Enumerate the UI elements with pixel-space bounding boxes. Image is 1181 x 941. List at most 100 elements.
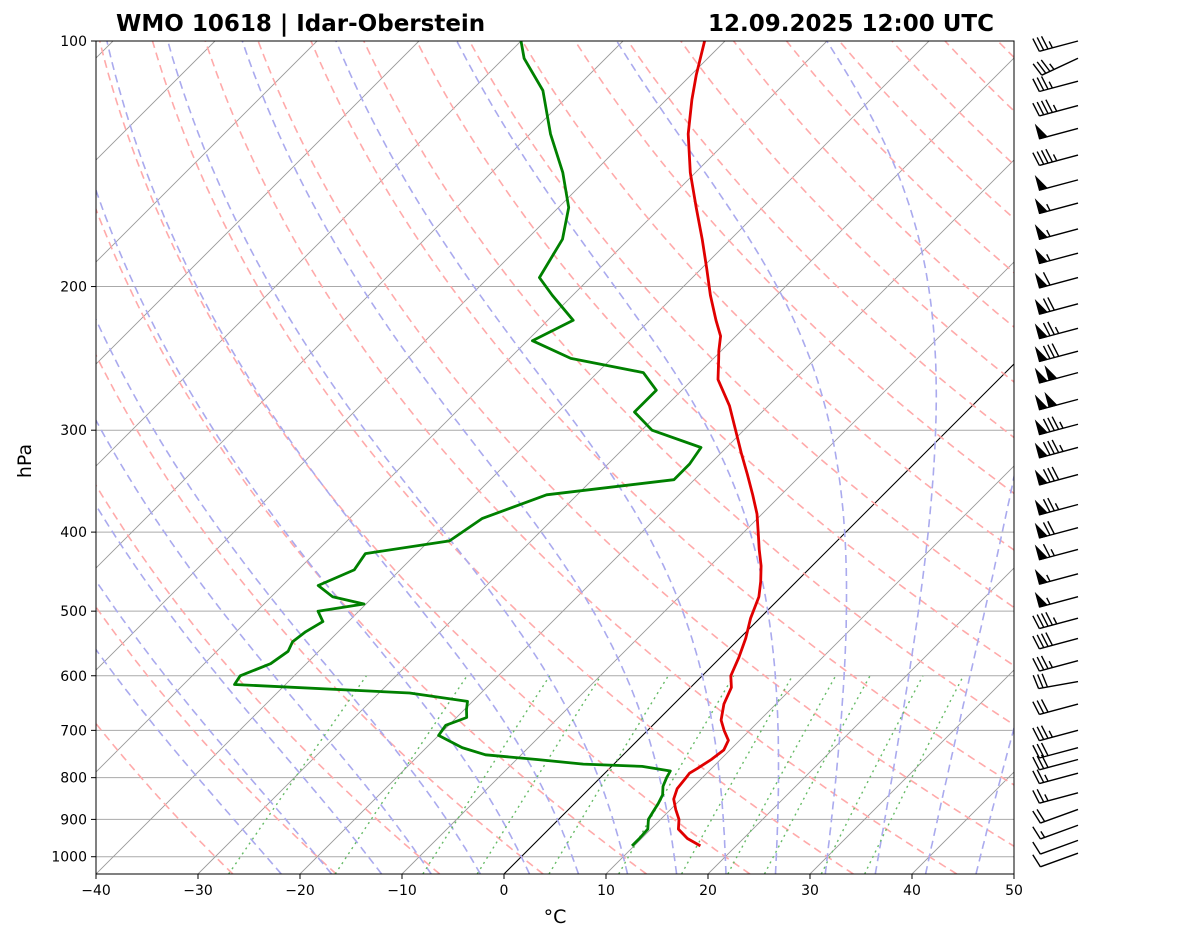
dry-adiabat bbox=[151, 41, 854, 874]
barb-feather bbox=[1036, 61, 1047, 74]
wind-barb bbox=[1034, 224, 1079, 241]
y-tick-label: 300 bbox=[60, 423, 87, 439]
wind-barb bbox=[1032, 57, 1079, 76]
axis-ticks: −40 −30 −20 −10 0 10 20 30 40 50 100 200 300 400 500 60… bbox=[51, 34, 1023, 899]
barb-flag bbox=[1034, 198, 1049, 215]
barb-half-feather bbox=[1048, 660, 1054, 668]
dry-adiabat bbox=[415, 41, 1014, 667]
barb-shaft bbox=[1040, 839, 1079, 855]
barb-half-feather bbox=[1052, 154, 1058, 162]
barb-feather bbox=[1051, 466, 1060, 481]
barb-feather bbox=[1032, 635, 1040, 650]
wind-barb bbox=[1034, 321, 1079, 340]
barb-flag bbox=[1044, 365, 1058, 381]
barb-shaft bbox=[1040, 824, 1079, 840]
barb-feather bbox=[1036, 743, 1045, 758]
barb-feather bbox=[1036, 37, 1045, 51]
barb-feather bbox=[1036, 614, 1045, 628]
barb-feather bbox=[1042, 322, 1051, 337]
wind-barb bbox=[1032, 839, 1079, 855]
barb-feather bbox=[1045, 611, 1054, 626]
barb-feather bbox=[1036, 151, 1045, 165]
wind-barb bbox=[1032, 788, 1079, 804]
barb-half-feather bbox=[1059, 421, 1064, 429]
barb-feather bbox=[1032, 756, 1040, 771]
wind-barb bbox=[1034, 272, 1079, 289]
barb-flag bbox=[1034, 123, 1049, 140]
wind-barb bbox=[1034, 591, 1079, 608]
barb-feather bbox=[1047, 440, 1055, 455]
wind-barb bbox=[1034, 439, 1079, 459]
barb-feather bbox=[1036, 700, 1045, 714]
moist-adiabat bbox=[96, 579, 333, 874]
barb-feather bbox=[1032, 102, 1040, 117]
barb-half-feather bbox=[1048, 730, 1054, 738]
title-station: WMO 10618 | Idar-Oberstein bbox=[116, 11, 485, 37]
barb-feather bbox=[1051, 416, 1060, 430]
x-tick-label: 50 bbox=[1005, 883, 1023, 899]
barb-half-feather bbox=[1044, 794, 1049, 802]
barb-half-feather bbox=[1048, 81, 1054, 89]
temperature-profile bbox=[672, 41, 763, 848]
mixing-ratio-line bbox=[422, 675, 551, 874]
barb-feather bbox=[1042, 498, 1051, 513]
barb-feather bbox=[1040, 699, 1049, 713]
wind-barb bbox=[1034, 416, 1079, 436]
barb-feather bbox=[1040, 35, 1049, 50]
barb-feather bbox=[1042, 272, 1051, 286]
barb-flag bbox=[1034, 224, 1049, 240]
barb-feather bbox=[1042, 418, 1051, 433]
dry-adiabat bbox=[96, 483, 441, 874]
wind-barb bbox=[1034, 297, 1079, 315]
isotherm-line bbox=[96, 41, 828, 773]
profiles bbox=[233, 41, 763, 848]
dry-adiabat bbox=[96, 605, 337, 874]
wind-barb bbox=[1032, 673, 1079, 690]
barb-half-feather bbox=[1046, 229, 1051, 237]
moist-adiabat bbox=[456, 41, 780, 874]
barb-feather bbox=[1036, 809, 1046, 822]
barb-feather bbox=[1036, 755, 1045, 770]
dry-adiabat bbox=[98, 41, 751, 874]
wind-barb bbox=[1034, 365, 1079, 384]
mixing-ratio-line bbox=[548, 675, 669, 874]
barb-flag bbox=[1034, 522, 1049, 539]
barb-half-feather bbox=[1050, 549, 1055, 557]
barb-feather bbox=[1051, 343, 1060, 357]
barb-flag bbox=[1034, 544, 1049, 561]
barb-half-feather bbox=[1040, 830, 1046, 838]
barb-feather bbox=[1042, 522, 1051, 536]
barb-feather bbox=[1040, 742, 1049, 756]
barb-shaft bbox=[1039, 617, 1079, 630]
barb-feather bbox=[1036, 788, 1045, 803]
barb-feather bbox=[1047, 321, 1055, 335]
isotherm-line bbox=[96, 41, 522, 467]
barb-half-feather bbox=[1048, 41, 1054, 49]
barb-shaft bbox=[1039, 758, 1079, 771]
barb-flag bbox=[1034, 591, 1049, 608]
wind-barb bbox=[1034, 343, 1079, 363]
barb-feather bbox=[1045, 148, 1054, 163]
moist-adiabat bbox=[826, 41, 938, 874]
barb-feather bbox=[1047, 417, 1055, 431]
y-tick-label: 1000 bbox=[51, 850, 87, 866]
barb-half-feather bbox=[1059, 444, 1064, 452]
barb-feather bbox=[1047, 344, 1055, 358]
mixing-ratio-line bbox=[727, 675, 837, 874]
barb-feather bbox=[1032, 770, 1040, 784]
barb-flag bbox=[1044, 391, 1058, 408]
barb-feather bbox=[1032, 615, 1040, 629]
moist-adiabat bbox=[106, 41, 580, 874]
barb-feather bbox=[1036, 77, 1045, 91]
barb-feather bbox=[1040, 725, 1049, 739]
dry-adiabat bbox=[574, 41, 1014, 495]
barb-feather bbox=[1047, 497, 1055, 512]
y-tick-label: 100 bbox=[60, 34, 87, 50]
wind-barb bbox=[1032, 655, 1079, 672]
moist-adiabat bbox=[96, 317, 482, 874]
x-tick-label: −20 bbox=[285, 883, 315, 899]
wind-barb bbox=[1034, 248, 1079, 265]
barb-shaft bbox=[1039, 729, 1079, 742]
barb-half-feather bbox=[1054, 502, 1060, 510]
barb-feather bbox=[1032, 727, 1040, 742]
